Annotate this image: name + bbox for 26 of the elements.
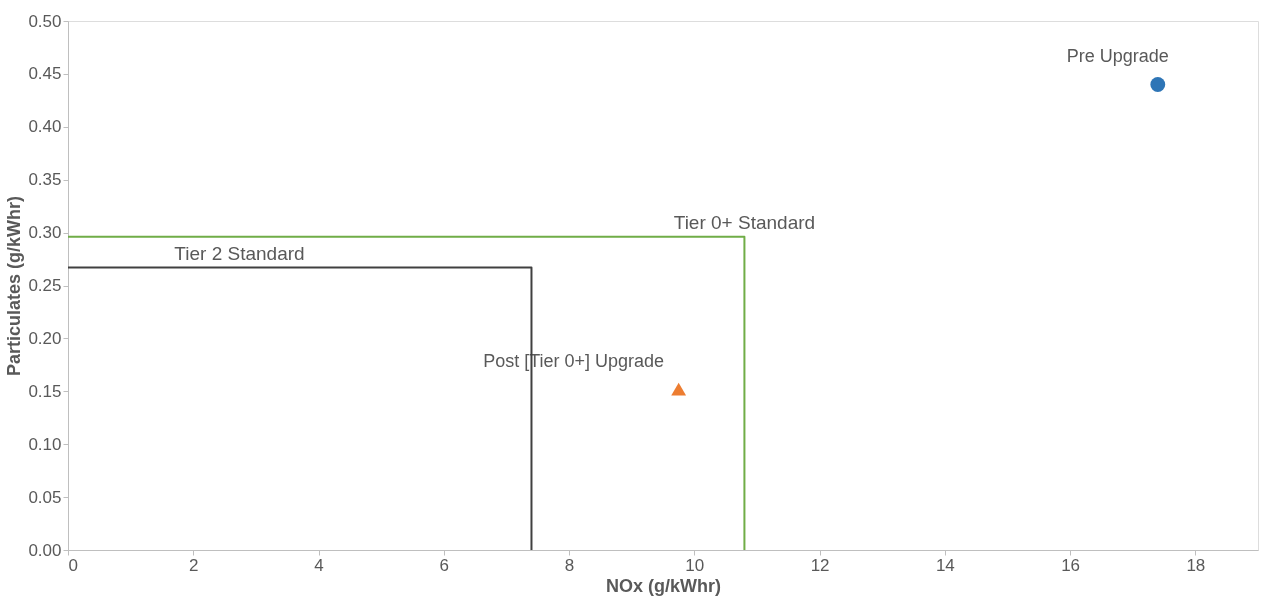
x-tick-label: 2: [189, 555, 199, 575]
x-tick-label: 0: [68, 555, 78, 575]
x-tick-label: 10: [685, 555, 705, 575]
y-tick-label: 0.50: [28, 11, 62, 31]
y-tick-label: 0.10: [28, 434, 62, 454]
x-tick-label: 8: [564, 555, 575, 575]
x-axis-title: NOx (g/kWhr): [606, 575, 721, 596]
series-label: Pre Upgrade: [1066, 46, 1169, 67]
y-axis-title: Particulates (g/kWhr): [4, 195, 25, 377]
x-tick-label: 14: [935, 555, 955, 575]
x-tick-label: 4: [314, 555, 324, 575]
y-tick-label: 0.15: [28, 381, 62, 401]
x-tick-label: 16: [1061, 555, 1081, 575]
y-tick-label: 0.20: [28, 328, 62, 348]
y-tick-label: 0.30: [28, 223, 62, 243]
series-label: Tier 2 Standard: [174, 242, 305, 264]
series-label: Tier 0+ Standard: [673, 211, 816, 233]
y-tick-label: 0.35: [28, 170, 62, 190]
y-tick-label: 0.45: [28, 64, 62, 84]
y-tick-label: 0.40: [28, 117, 62, 137]
y-tick-label: 0.25: [28, 276, 62, 295]
y-tick-label: 0.00: [28, 540, 62, 560]
x-tick-label: 12: [810, 555, 830, 575]
x-tick-label: 18: [1186, 555, 1206, 575]
y-tick-label: 0.05: [28, 487, 62, 507]
x-tick-label: 6: [439, 555, 450, 575]
